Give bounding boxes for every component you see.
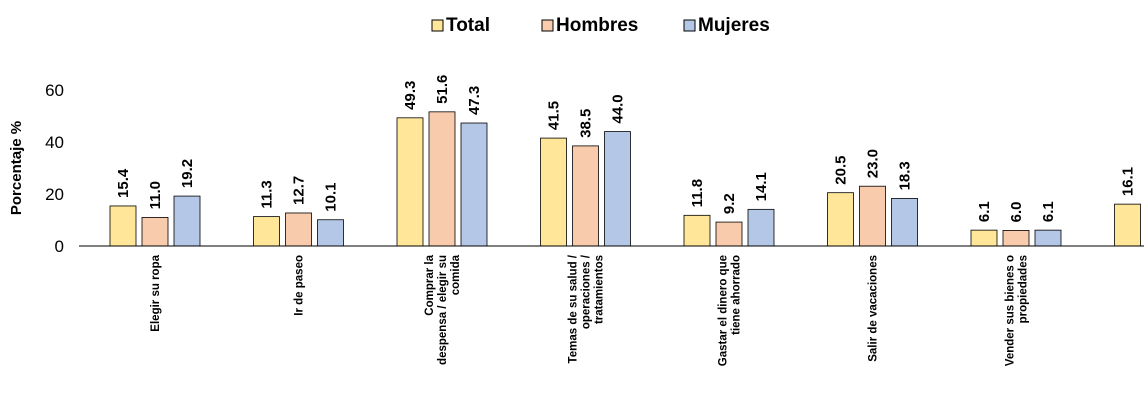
x-tick-label: Vender sus bienes opropiedades <box>1005 255 1030 366</box>
data-label: 16.1 <box>1120 167 1137 196</box>
legend-label-hombres: Hombres <box>556 15 638 36</box>
y-tick-label: 20 <box>45 185 64 204</box>
bar-total <box>253 216 280 247</box>
bar-mujeres <box>460 122 488 247</box>
x-tick-label-line: Comprar la <box>424 254 436 315</box>
bar-mujeres <box>604 131 631 247</box>
x-tick-label: Salir de vacaciones <box>868 255 880 362</box>
data-label: 41.5 <box>546 101 563 130</box>
data-label: 6.1 <box>1040 201 1057 222</box>
y-tick-label: 60 <box>45 81 64 100</box>
x-tick-label-line: tratamientos <box>594 255 606 324</box>
legend-swatch-mujeres <box>683 19 696 32</box>
bar-total <box>396 117 424 247</box>
x-tick-label: Ir de paseo <box>294 255 306 316</box>
x-tick-label: Temas de su salud /operaciones /tratamie… <box>568 254 606 363</box>
x-tick-label: Gastar el dinero quetiene ahorrado <box>718 255 743 366</box>
x-tick-label-line: comida <box>450 254 462 295</box>
x-tick-label-line: Salir de vacaciones <box>868 255 880 362</box>
legend-label-total: Total <box>446 15 490 36</box>
x-tick-label: Comprar ladespensa / elegir sucomida <box>424 254 462 365</box>
x-tick-label-line: operaciones / <box>581 254 593 329</box>
x-tick-label-line: despensa / elegir su <box>437 255 449 365</box>
data-label: 12.7 <box>291 176 308 205</box>
x-tick-label-line: tiene ahorrado <box>731 255 743 335</box>
data-label: 51.6 <box>434 75 451 104</box>
data-label: 38.5 <box>578 109 595 138</box>
bar-mujeres <box>1034 229 1062 247</box>
data-label: 9.2 <box>721 193 738 214</box>
data-label: 49.3 <box>402 81 419 110</box>
bar-hombres <box>141 216 169 247</box>
data-label: 14.1 <box>753 172 770 201</box>
x-tick-label: Elegir su ropa <box>150 254 162 331</box>
bar-hombres <box>428 111 456 247</box>
y-tick-label: 0 <box>55 237 64 256</box>
data-label: 18.3 <box>897 161 914 190</box>
bar-hombres <box>715 221 743 247</box>
data-label: 23.0 <box>865 149 882 178</box>
x-tick-label-line: Ir de paseo <box>294 255 306 316</box>
x-tick-label-line: Gastar el dinero que <box>718 255 730 366</box>
bar-hombres <box>572 145 599 247</box>
x-tick-label-line: Vender sus bienes o <box>1005 255 1017 366</box>
data-label: 19.2 <box>179 159 196 188</box>
bar-total <box>970 229 998 247</box>
legend-swatch-hombres <box>541 19 554 32</box>
bar-total <box>1114 203 1141 247</box>
bar-hombres <box>1002 229 1030 247</box>
bar-total <box>827 192 854 247</box>
data-label: 11.8 <box>689 179 706 207</box>
data-label: 47.3 <box>466 86 483 115</box>
bar-mujeres <box>891 198 918 247</box>
bar-mujeres <box>747 208 775 247</box>
bar-hombres <box>285 212 312 247</box>
bar-mujeres <box>317 219 344 247</box>
data-label: 15.4 <box>115 168 132 198</box>
bar-mujeres <box>173 195 201 247</box>
x-tick-label-line: propiedades <box>1018 255 1030 323</box>
legend-swatch-total <box>431 19 444 32</box>
data-label: 6.0 <box>1008 202 1025 223</box>
data-label: 44.0 <box>610 94 627 123</box>
bar-total <box>540 137 567 247</box>
legend-label-mujeres: Mujeres <box>698 15 770 36</box>
data-label: 10.1 <box>323 183 340 212</box>
data-label: 11.3 <box>259 180 276 208</box>
x-tick-label-line: Elegir su ropa <box>150 254 162 331</box>
data-label: 20.5 <box>833 155 850 184</box>
x-tick-label-line: Temas de su salud / <box>568 254 580 363</box>
bar-hombres <box>859 185 886 247</box>
data-label: 6.1 <box>976 201 993 222</box>
bar-total <box>683 214 711 247</box>
y-tick-label: 40 <box>45 133 64 152</box>
data-label: 11.0 <box>147 181 164 209</box>
y-axis-label: Porcentaje % <box>8 121 25 215</box>
bar-total <box>109 205 137 247</box>
